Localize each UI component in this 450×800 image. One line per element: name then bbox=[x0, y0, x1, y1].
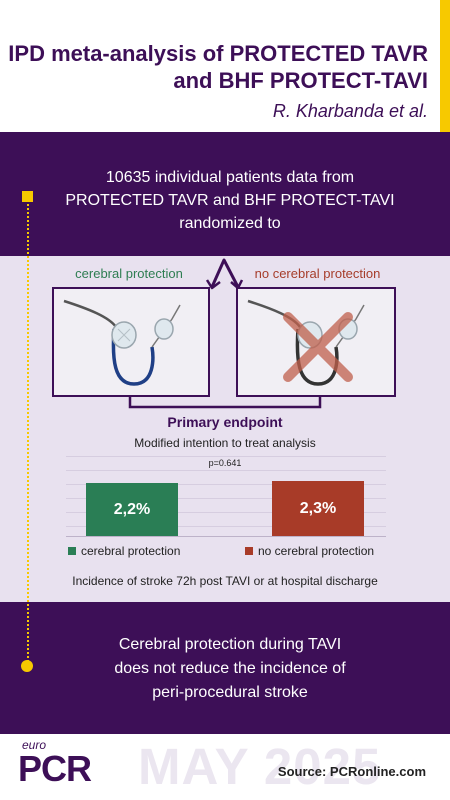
conclusion-line-3: peri-procedural stroke bbox=[152, 684, 308, 701]
legend-swatch bbox=[245, 547, 253, 555]
arm-box-cerebral-protection bbox=[52, 287, 210, 397]
title-line-1: IPD meta-analysis of PROTECTED TAVR bbox=[8, 41, 428, 66]
legend-swatch bbox=[68, 547, 76, 555]
p-value: p=0.641 bbox=[208, 458, 242, 468]
baseline bbox=[66, 536, 386, 537]
legend-label: no cerebral protection bbox=[258, 544, 375, 558]
legend-item-no-cerebral-protection: no cerebral protection bbox=[245, 544, 374, 558]
conclusion-line-2: does not reduce the incidence of bbox=[114, 660, 346, 677]
footer bbox=[0, 734, 450, 800]
authors: R. Kharbanda et al. bbox=[272, 101, 428, 121]
intro-line-1: 10635 individual patients data from bbox=[105, 169, 355, 186]
bar-no-cerebral-protection: 2,3% bbox=[272, 481, 364, 536]
arm-box-no-cerebral-protection bbox=[236, 287, 396, 397]
conclusion-line-1: Cerebral protection during TAVI bbox=[118, 636, 342, 653]
intro-line-3: randomized to bbox=[179, 215, 281, 232]
timeline-start-marker bbox=[22, 191, 33, 202]
bar-cerebral-protection: 2,2% bbox=[86, 483, 178, 536]
gridline bbox=[66, 498, 386, 499]
date-watermark: MAY 2025 bbox=[138, 738, 382, 795]
split-arrow-icon bbox=[128, 258, 322, 409]
title-line-2: and BHF PROTECT-TAVI bbox=[173, 68, 428, 93]
conclusion-text: Cerebral protection during TAVI does not… bbox=[40, 633, 420, 705]
intro-text: 10635 individual patients data from PROT… bbox=[40, 166, 420, 235]
page-title: IPD meta-analysis of PROTECTED TAVR and … bbox=[8, 40, 428, 94]
accent-bar bbox=[440, 0, 450, 132]
device-icon bbox=[63, 299, 181, 386]
pcr-logo: PCR bbox=[18, 748, 92, 789]
analysis-type: Modified intention to treat analysis bbox=[134, 436, 316, 450]
bar-label: 2,3% bbox=[299, 499, 337, 517]
source-credit: Source: PCRonline.com bbox=[277, 764, 426, 779]
logo-prefix: euro bbox=[22, 738, 47, 752]
arm-label-cerebral-protection: cerebral protection bbox=[75, 266, 183, 281]
gridline bbox=[66, 484, 386, 485]
intro-line-2: PROTECTED TAVR and BHF PROTECT-TAVI bbox=[65, 192, 395, 209]
gridline bbox=[66, 456, 386, 457]
gridline bbox=[66, 512, 386, 513]
header bbox=[0, 0, 450, 132]
intro-band bbox=[0, 132, 450, 256]
primary-endpoint-title: Primary endpoint bbox=[167, 414, 283, 430]
arm-label-no-cerebral-protection: no cerebral protection bbox=[254, 266, 381, 281]
timeline-end-marker bbox=[21, 660, 33, 672]
timeline-connector bbox=[27, 197, 29, 666]
legend-item-cerebral-protection: cerebral protection bbox=[68, 544, 180, 558]
gridline bbox=[66, 526, 386, 527]
legend-label: cerebral protection bbox=[81, 544, 181, 558]
cross-icon bbox=[283, 312, 353, 382]
gridline bbox=[66, 470, 386, 471]
conclusion-band bbox=[0, 602, 450, 734]
outcome-description: Incidence of stroke 72h post TAVI or at … bbox=[72, 574, 378, 588]
bar-label: 2,2% bbox=[113, 500, 151, 518]
